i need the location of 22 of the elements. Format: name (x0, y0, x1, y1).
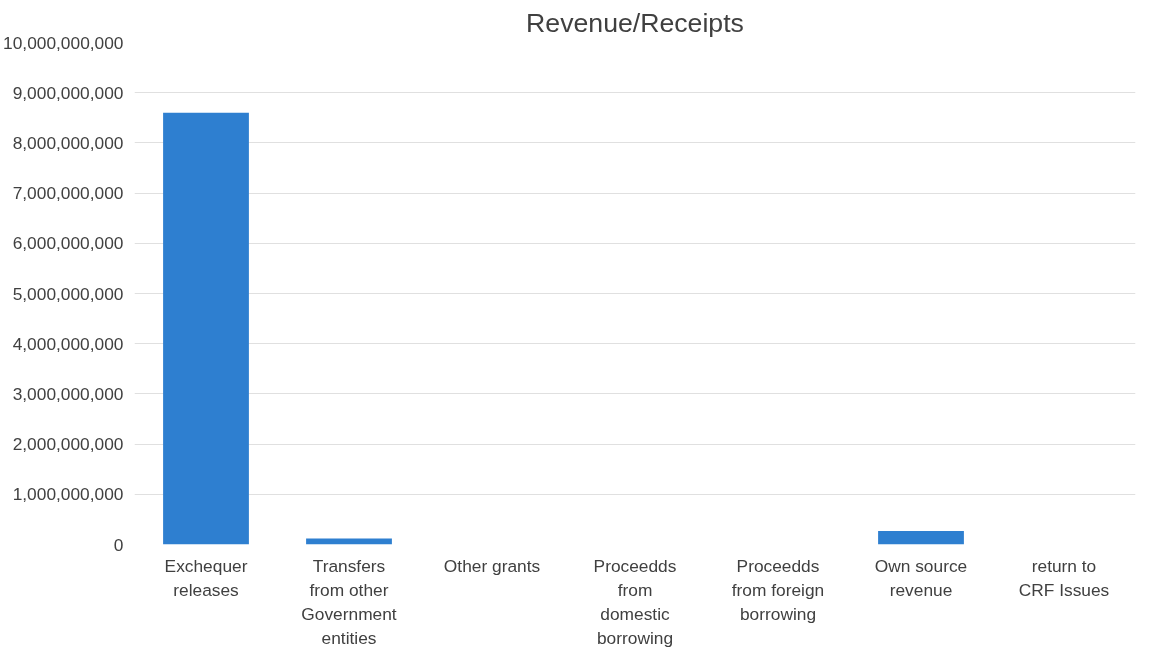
y-tick-label: 1,000,000,000 (12, 484, 124, 505)
x-tick-label: Proceedds from foreign borrowing (731, 555, 825, 624)
chart-title: Revenue/Receipts (526, 7, 744, 38)
y-tick-label: 7,000,000,000 (12, 183, 124, 204)
bar (163, 112, 249, 545)
y-tick-label: 8,000,000,000 (12, 132, 124, 153)
y-tick-label: 6,000,000,000 (12, 233, 124, 254)
y-tick-label: 2,000,000,000 (12, 434, 124, 455)
y-tick-label: 5,000,000,000 (12, 283, 124, 304)
x-tick-label: Transfers from other Government entities (301, 555, 397, 648)
y-tick-label: 4,000,000,000 (12, 333, 124, 354)
x-tick-label: Proceedds from domestic borrowing (593, 555, 677, 648)
bar (306, 538, 392, 545)
y-tick-label: 9,000,000,000 (12, 82, 124, 103)
y-tick-label: 10,000,000,000 (3, 32, 124, 53)
bar (878, 530, 964, 545)
x-tick-label: return to CRF Issues (1018, 555, 1110, 600)
x-tick-label: Other grants (443, 555, 541, 576)
x-tick-label: Own source revenue (874, 555, 968, 600)
x-tick-label: Exchequer releases (164, 555, 248, 600)
y-tick-label: 3,000,000,000 (12, 383, 124, 404)
y-tick-label: 0 (113, 534, 124, 555)
